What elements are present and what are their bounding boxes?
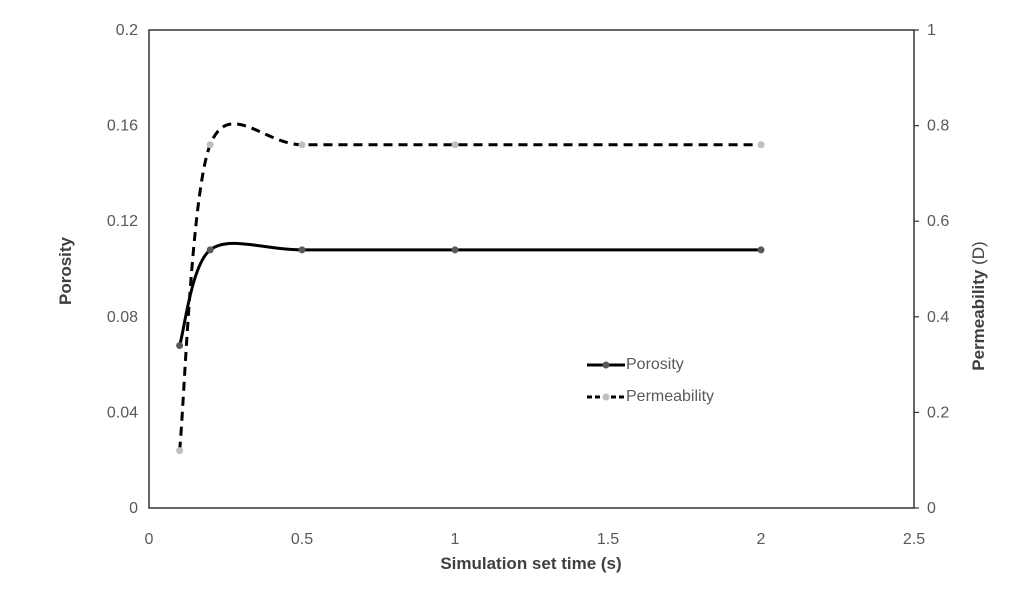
permeability-marker	[757, 141, 765, 149]
permeability-marker	[176, 447, 184, 455]
permeability-marker	[451, 141, 459, 149]
legend-item-permeability: Permeability	[587, 384, 714, 410]
porosity-marker	[206, 246, 214, 254]
right-axis-title-main: Permeability	[969, 269, 988, 371]
porosity-marker	[451, 246, 459, 254]
x-axis-title: Simulation set time (s)	[440, 554, 622, 573]
porosity-line	[178, 241, 761, 346]
x-axis-tick-label: 1	[451, 531, 460, 548]
porosity-marker	[176, 341, 184, 349]
legend-label-permeability: Permeability	[626, 388, 715, 405]
porosity-marker	[298, 246, 306, 254]
right-axis-tick-label: 0.8	[927, 118, 949, 135]
left-axis-tick-label: 0.16	[107, 118, 138, 135]
left-axis-tick-label: 0.04	[107, 404, 138, 421]
left-axis-tick-label: 0.08	[107, 309, 138, 326]
right-axis-tick-label: 0.6	[927, 213, 949, 230]
x-axis-tick-label: 0.5	[291, 531, 313, 548]
right-axis-tick-label: 0.4	[927, 309, 949, 326]
permeability-marker	[298, 141, 306, 149]
right-axis-tick-label: 0	[927, 500, 936, 517]
left-axis-tick-label: 0	[129, 500, 138, 517]
permeability-marker	[206, 141, 214, 149]
legend-item-porosity: Porosity	[587, 352, 714, 378]
left-axis-tick-label: 0.12	[107, 213, 138, 230]
x-axis-tick-label: 2.5	[903, 531, 925, 548]
legend-label-porosity: Porosity	[626, 356, 684, 373]
x-axis-tick-label: 2	[757, 531, 766, 548]
legend-swatch-porosity-icon	[587, 361, 625, 369]
porosity-marker	[757, 246, 765, 254]
right-axis-tick-label: 1	[927, 22, 936, 39]
right-axis-tick-label: 0.2	[927, 404, 949, 421]
left-axis-tick-label: 0.2	[116, 22, 138, 39]
plot-border	[148, 29, 915, 509]
x-axis-tick-label: 1.5	[597, 531, 619, 548]
left-axis-title: Porosity	[56, 236, 75, 306]
x-axis-tick-label: 0	[145, 531, 154, 548]
right-axis-title: Permeability (D)	[969, 241, 989, 370]
legend-swatch-permeability-icon	[587, 393, 625, 401]
right-axis-title-unit: (D)	[969, 241, 988, 265]
legend: Porosity Permeability	[587, 352, 714, 410]
